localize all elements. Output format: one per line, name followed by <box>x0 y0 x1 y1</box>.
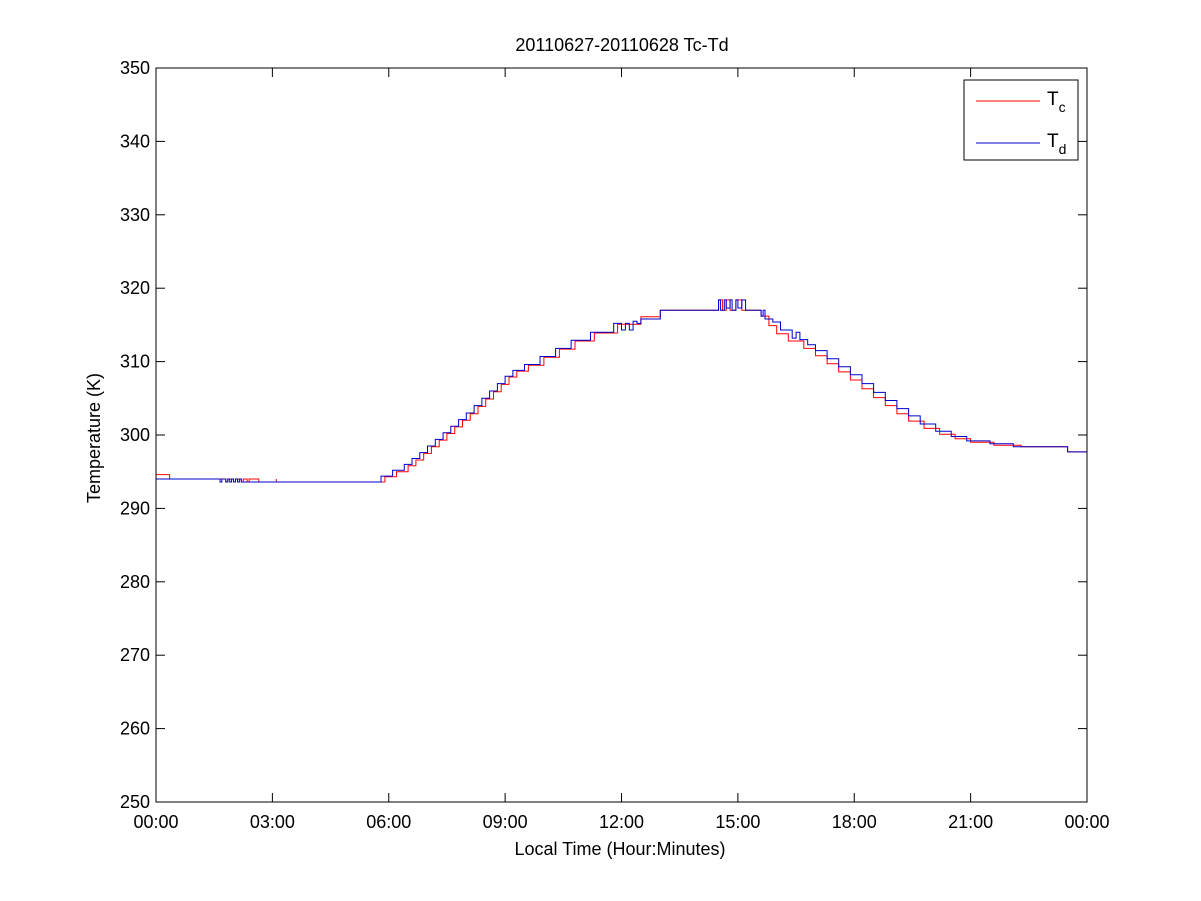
y-axis-label: Temperature (K) <box>84 373 104 503</box>
y-tick-label: 340 <box>120 131 150 151</box>
y-tick-label: 330 <box>120 205 150 225</box>
x-tick-label: 18:00 <box>832 812 877 832</box>
legend-label-main: T <box>1047 89 1059 110</box>
x-axis-label: Local Time (Hour:Minutes) <box>514 839 725 859</box>
y-tick-label: 250 <box>120 792 150 812</box>
series-layer <box>156 299 1087 483</box>
legend-label-tc: Tc <box>1047 89 1066 115</box>
x-tick-label: 12:00 <box>599 812 644 832</box>
x-tick-label: 06:00 <box>366 812 411 832</box>
y-tick-label: 260 <box>120 719 150 739</box>
tick-layer: 00:00 03:00 06:00 09:00 12:00 15:00 18:00 21:00… <box>120 58 1110 832</box>
x-tick-label: 00:00 <box>1064 812 1109 832</box>
plot-area-frame <box>155 67 1088 803</box>
legend-label-td: Td <box>1047 131 1066 157</box>
x-tick-label: 21:00 <box>948 812 993 832</box>
series-line-td <box>156 299 1087 483</box>
y-tick-label: 310 <box>120 352 150 372</box>
x-tick-label: 00:00 <box>133 812 178 832</box>
x-tick-label: 15:00 <box>715 812 760 832</box>
x-tick-label: 09:00 <box>483 812 528 832</box>
y-tick-label: 350 <box>120 58 150 78</box>
legend-label-subscript: d <box>1059 141 1067 157</box>
y-tick-label: 300 <box>120 425 150 445</box>
y-tick-label: 270 <box>120 645 150 665</box>
legend-box <box>963 79 1079 161</box>
y-tick-label: 290 <box>120 498 150 518</box>
legend-label-main: T <box>1047 131 1059 152</box>
legend-label-subscript: c <box>1059 99 1066 115</box>
x-tick-label: 03:00 <box>250 812 295 832</box>
chart-title: 20110627-20110628 Tc-Td <box>515 35 728 55</box>
y-tick-label: 320 <box>120 278 150 298</box>
y-tick-label: 280 <box>120 572 150 592</box>
